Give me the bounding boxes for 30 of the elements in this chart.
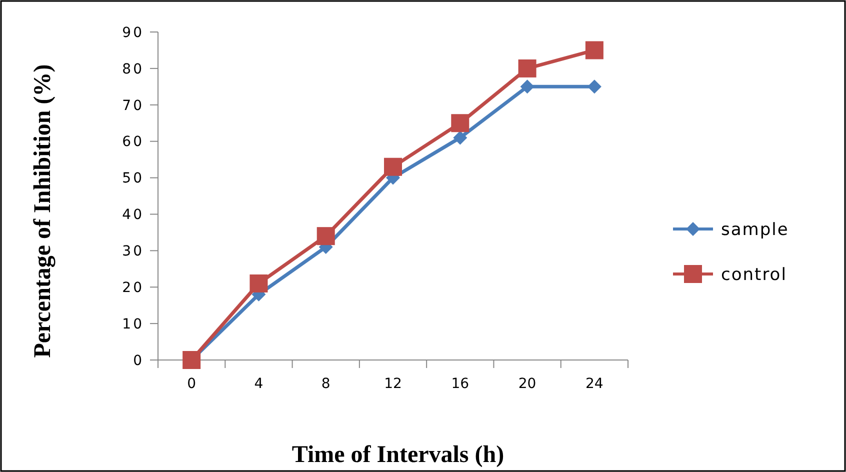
y-tick-label: 50 <box>122 170 144 187</box>
y-axis-title: Percentage of Inhibition (%) <box>30 64 56 358</box>
y-tick-label: 60 <box>122 134 144 150</box>
y-tick-label: 80 <box>122 61 144 78</box>
point <box>316 227 335 246</box>
point <box>451 114 470 132</box>
point <box>453 130 468 145</box>
point <box>585 41 604 60</box>
x-tick-label: 4 <box>254 376 264 392</box>
y-tick-label: 90 <box>122 24 144 41</box>
x-tick-label: 0 <box>187 376 196 392</box>
y-tick-label: 30 <box>122 244 144 260</box>
x-tick-label: 16 <box>451 376 470 392</box>
legend-label: control <box>721 264 787 285</box>
y-tick-label: 40 <box>122 207 144 224</box>
x-tick-label: 20 <box>518 376 536 392</box>
x-tick-label: 8 <box>321 376 330 392</box>
legend-label: sample <box>721 220 789 240</box>
y-tick-label: 10 <box>122 316 144 332</box>
x-tick-label: 12 <box>384 376 402 392</box>
point <box>520 80 534 94</box>
x-tick-label: 24 <box>586 376 604 392</box>
point <box>250 274 268 292</box>
y-tick-label: 70 <box>122 98 144 114</box>
y-tick-label: 20 <box>122 280 144 296</box>
y-tick-label: 0 <box>133 352 144 369</box>
x-axis-title: Time of Intervals (h) <box>292 442 504 468</box>
point <box>518 59 536 78</box>
point <box>587 80 602 94</box>
point <box>384 158 402 176</box>
